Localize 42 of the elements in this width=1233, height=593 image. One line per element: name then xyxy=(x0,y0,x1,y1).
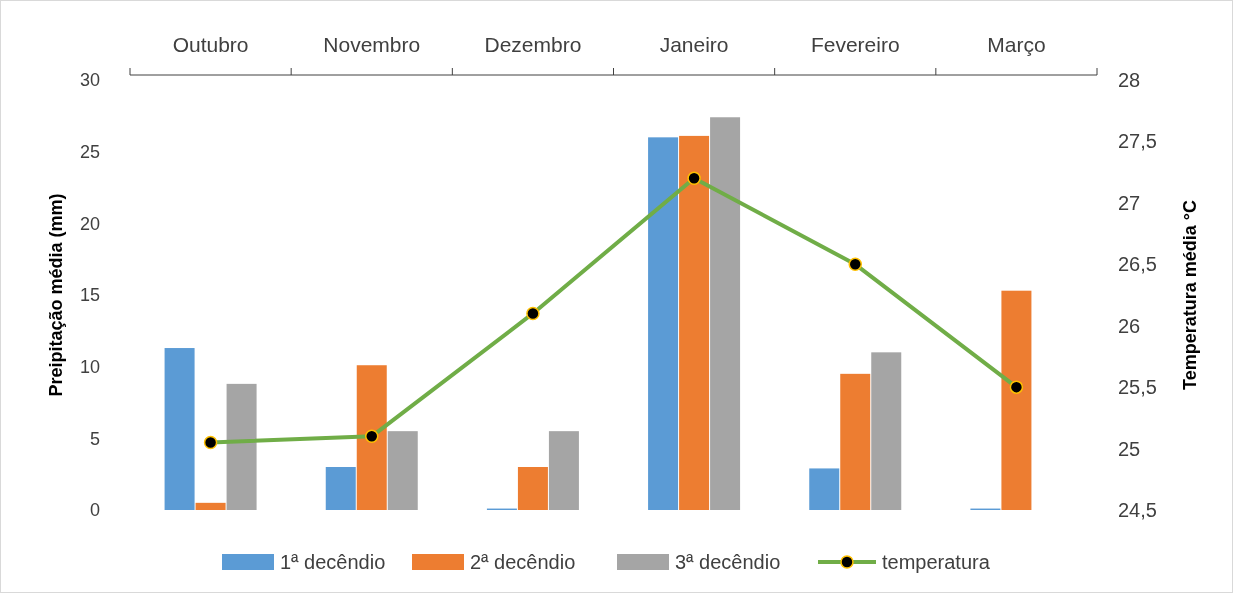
y2-tick-label: 25,5 xyxy=(1118,376,1157,399)
bar xyxy=(840,373,871,510)
bar xyxy=(387,431,418,510)
bar xyxy=(648,137,679,510)
x-tick-label: Outubro xyxy=(172,33,249,57)
bar xyxy=(548,431,579,510)
x-tick-label: Janeiro xyxy=(659,33,729,57)
y-axis-title: Preipitação média (mm) xyxy=(46,193,66,397)
y2-tick-label: 26,5 xyxy=(1118,253,1157,276)
y2-tick-label: 27 xyxy=(1118,191,1141,214)
y-tick-label: 15 xyxy=(79,285,100,306)
bar xyxy=(356,365,387,510)
y-tick-label: 0 xyxy=(89,500,100,521)
legend-label: 1ª decêndio xyxy=(280,551,386,573)
x-tick-label: Março xyxy=(987,33,1046,57)
bar xyxy=(871,352,902,510)
bar xyxy=(325,467,356,510)
y2-tick-label: 24,5 xyxy=(1118,499,1157,521)
y2-tick-label: 28 xyxy=(1118,69,1141,91)
y-tick-label: 5 xyxy=(89,428,100,449)
y2-axis-title: Temperatura média °C xyxy=(1180,200,1200,390)
y2-tick-label: 26 xyxy=(1118,314,1141,337)
y-tick-label: 20 xyxy=(79,213,100,234)
legend-label: 2ª decêndio xyxy=(470,551,576,573)
y-tick-label: 10 xyxy=(79,356,100,377)
bar xyxy=(1001,290,1032,510)
legend-label: 3ª decêndio xyxy=(675,551,781,573)
x-tick-label: Novembro xyxy=(323,33,421,57)
bar xyxy=(226,383,257,510)
y-tick-label: 25 xyxy=(79,141,100,162)
bar xyxy=(164,348,195,510)
y-tick-label: 30 xyxy=(79,70,100,91)
y2-tick-label: 25 xyxy=(1118,437,1141,460)
bar xyxy=(679,135,710,510)
x-tick-label: Fevereiro xyxy=(810,33,900,57)
y2-tick-label: 27,5 xyxy=(1118,130,1157,153)
bar xyxy=(710,117,741,510)
x-tick-label: Dezembro xyxy=(484,33,582,57)
bar xyxy=(195,502,226,510)
bar xyxy=(809,468,840,510)
bar xyxy=(517,467,548,510)
legend-label: temperatura xyxy=(882,551,991,573)
